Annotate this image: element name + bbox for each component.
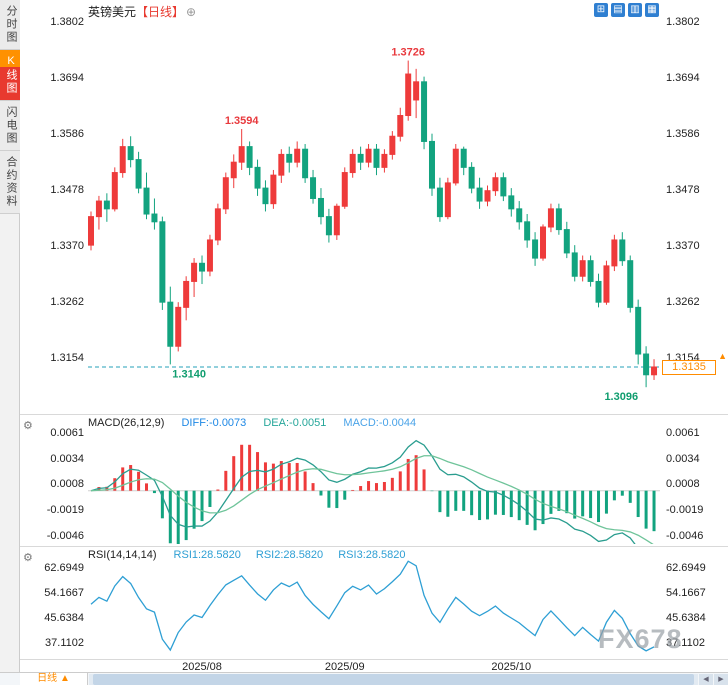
macd-layer — [88, 439, 660, 544]
svg-text:-0.0046: -0.0046 — [47, 530, 84, 542]
macd-diff-value: DIFF:-0.0073 — [181, 417, 247, 429]
svg-text:1.3096: 1.3096 — [604, 391, 638, 403]
chart-type-sidebar: 分时图 K线图 闪电图 合约资料 — [0, 0, 20, 672]
fullscreen-icon[interactable]: ▦ — [645, 3, 659, 17]
rsi-header: RSI(14,14,14) RSI1:28.5820 RSI2:28.5820 … — [88, 549, 418, 561]
svg-text:1.3370: 1.3370 — [666, 240, 700, 252]
rsi-settings-gear-icon[interactable]: ⚙ — [23, 552, 33, 564]
svg-text:0.0008: 0.0008 — [666, 478, 700, 490]
macd-title: MACD(26,12,9) — [88, 417, 165, 429]
period-badge[interactable]: 【日线】 — [136, 5, 185, 19]
period-dropdown-arrow-icon: ▲ — [59, 673, 70, 684]
add-circle-icon[interactable]: ⊕ — [186, 5, 197, 19]
svg-text:1.3694: 1.3694 — [50, 72, 84, 84]
svg-text:0.0034: 0.0034 — [666, 453, 700, 465]
macd-header: MACD(26,12,9) DIFF:-0.0073 DEA:-0.0051 M… — [88, 417, 416, 429]
svg-text:54.1667: 54.1667 — [666, 587, 706, 599]
sidebar-item-time-chart[interactable]: 分时图 — [0, 0, 20, 50]
svg-text:37.1102: 37.1102 — [666, 637, 705, 649]
bottom-bar: 日线 ▲ ◀ ▶ — [0, 672, 728, 685]
svg-text:0.0061: 0.0061 — [666, 427, 700, 439]
sidebar-item-contract-info[interactable]: 合约资料 — [0, 151, 20, 214]
svg-text:1.3726: 1.3726 — [391, 47, 425, 59]
svg-text:0.0061: 0.0061 — [50, 427, 84, 439]
svg-text:1.3262: 1.3262 — [666, 296, 700, 308]
svg-text:-0.0019: -0.0019 — [666, 504, 703, 516]
sidebar-item-lightning-chart[interactable]: 闪电图 — [0, 101, 20, 151]
fx678-watermark: FX678 — [598, 624, 683, 654]
symbol-title: 英镑美元 — [88, 5, 137, 19]
svg-text:1.3694: 1.3694 — [666, 72, 700, 84]
period-label: 日线 — [37, 673, 58, 684]
svg-text:1.3586: 1.3586 — [50, 128, 84, 140]
svg-text:1.3370: 1.3370 — [50, 240, 84, 252]
svg-text:-0.0019: -0.0019 — [47, 504, 84, 516]
svg-text:1.3594: 1.3594 — [225, 115, 260, 127]
svg-text:1.3802: 1.3802 — [50, 16, 84, 28]
svg-text:0.0034: 0.0034 — [50, 453, 84, 465]
svg-text:1.3802: 1.3802 — [666, 16, 700, 28]
chart-header: 英镑美元【日线】 ⊕ — [88, 3, 196, 20]
rsi-title: RSI(14,14,14) — [88, 549, 157, 561]
macd-dea-value: DEA:-0.0051 — [263, 417, 327, 429]
macd-hist-value: MACD:-0.0044 — [343, 417, 417, 429]
current-price-tag: 1.3135 — [662, 360, 716, 375]
chart-scrollbar-track[interactable] — [89, 674, 698, 685]
svg-text:1.3154: 1.3154 — [50, 352, 84, 364]
svg-text:0.0008: 0.0008 — [50, 478, 84, 490]
grid-layout-icon[interactable]: ⊞ — [594, 3, 608, 17]
rsi3-value: RSI3:28.5820 — [338, 549, 406, 561]
svg-text:54.1667: 54.1667 — [44, 587, 84, 599]
svg-text:2025/09: 2025/09 — [325, 661, 365, 673]
svg-text:1.3262: 1.3262 — [50, 296, 84, 308]
rsi-layer — [90, 560, 655, 652]
price-up-arrow-icon: ▲ — [718, 351, 727, 361]
svg-text:2025/08: 2025/08 — [182, 661, 222, 673]
svg-text:1.3478: 1.3478 — [50, 184, 84, 196]
rsi1-value: RSI1:28.5820 — [173, 549, 241, 561]
rsi2-value: RSI2:28.5820 — [255, 549, 324, 561]
sidebar-item-kline-chart[interactable]: K线图 — [0, 50, 20, 101]
svg-text:45.6384: 45.6384 — [666, 612, 706, 624]
indicator-panel-icon[interactable]: ▥ — [628, 3, 642, 17]
svg-text:45.6384: 45.6384 — [44, 612, 84, 624]
svg-text:1.3140: 1.3140 — [172, 368, 206, 380]
svg-text:62.6949: 62.6949 — [666, 562, 706, 574]
chart-toolbar: ⊞ ▤ ▥ ▦ — [594, 3, 659, 17]
svg-text:1.3586: 1.3586 — [666, 128, 700, 140]
scroll-left-button[interactable]: ◀ — [699, 674, 713, 685]
candlestick-layer — [88, 60, 660, 388]
kline-style-icon[interactable]: ▤ — [611, 3, 625, 17]
svg-text:2025/10: 2025/10 — [491, 661, 531, 673]
svg-text:1.3478: 1.3478 — [666, 184, 700, 196]
macd-settings-gear-icon[interactable]: ⚙ — [23, 420, 33, 432]
scroll-right-button[interactable]: ▶ — [714, 674, 728, 685]
svg-text:-0.0046: -0.0046 — [666, 530, 703, 542]
chart-scrollbar-thumb[interactable] — [93, 674, 694, 685]
period-selector[interactable]: 日线 ▲ — [20, 673, 88, 685]
svg-text:62.6949: 62.6949 — [44, 562, 84, 574]
svg-text:37.1102: 37.1102 — [45, 637, 84, 649]
